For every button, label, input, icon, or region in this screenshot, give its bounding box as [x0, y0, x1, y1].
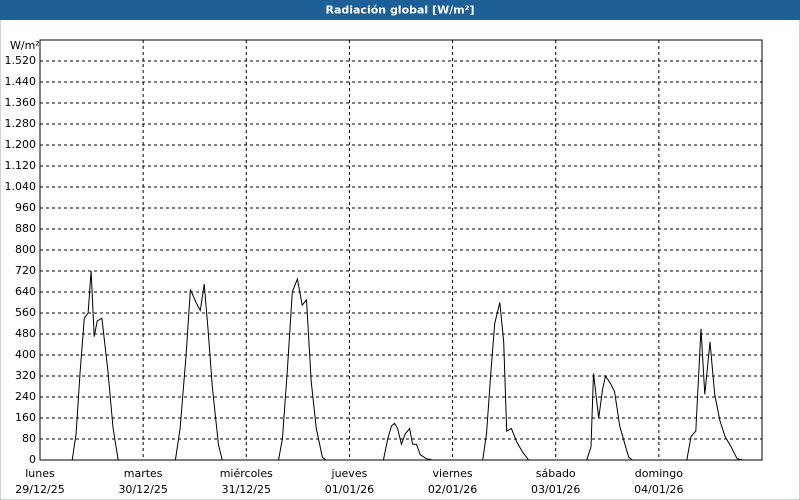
- y-tick-label: 400: [15, 348, 36, 361]
- x-tick-label: jueves: [331, 467, 368, 480]
- x-tick-label: sábado: [536, 467, 576, 480]
- y-tick-label: 960: [15, 201, 36, 214]
- y-tick-label: 80: [22, 432, 36, 445]
- y-tick-label: 1.040: [5, 180, 37, 193]
- x-tick-sublabel: 01/01/26: [325, 483, 374, 496]
- y-tick-label: 1.120: [5, 159, 37, 172]
- x-tick-label: martes: [124, 467, 163, 480]
- x-tick-label: domingo: [635, 467, 683, 480]
- x-tick-label: viernes: [433, 467, 473, 480]
- y-tick-label: 560: [15, 306, 36, 319]
- y-tick-label: 240: [15, 390, 36, 403]
- y-tick-label: 160: [15, 411, 36, 424]
- x-tick-label: lunes: [25, 467, 55, 480]
- x-tick-sublabel: 03/01/26: [531, 483, 580, 496]
- y-tick-label: 880: [15, 222, 36, 235]
- y-tick-label: 480: [15, 327, 36, 340]
- y-tick-label: 720: [15, 264, 36, 277]
- title-bar: [0, 0, 800, 20]
- y-tick-label: 0: [29, 453, 36, 466]
- y-tick-label: 1.520: [5, 54, 37, 67]
- x-tick-sublabel: 31/12/25: [222, 483, 271, 496]
- y-tick-label: 320: [15, 369, 36, 382]
- y-axis-label: W/m²: [10, 39, 40, 52]
- data-line: [40, 270, 762, 461]
- y-tick-label: 1.280: [5, 117, 37, 130]
- x-tick-sublabel: 02/01/26: [428, 483, 477, 496]
- x-tick-sublabel: 29/12/25: [15, 483, 64, 496]
- x-tick-label: miércoles: [220, 467, 273, 480]
- chart-title: Radiación global [W/m²]: [325, 4, 474, 17]
- y-tick-label: 1.440: [5, 75, 37, 88]
- y-tick-label: 1.360: [5, 96, 37, 109]
- x-tick-sublabel: 04/01/26: [634, 483, 683, 496]
- x-tick-sublabel: 30/12/25: [118, 483, 167, 496]
- y-tick-label: 640: [15, 285, 36, 298]
- y-tick-label: 1.200: [5, 138, 37, 151]
- y-tick-label: 800: [15, 243, 36, 256]
